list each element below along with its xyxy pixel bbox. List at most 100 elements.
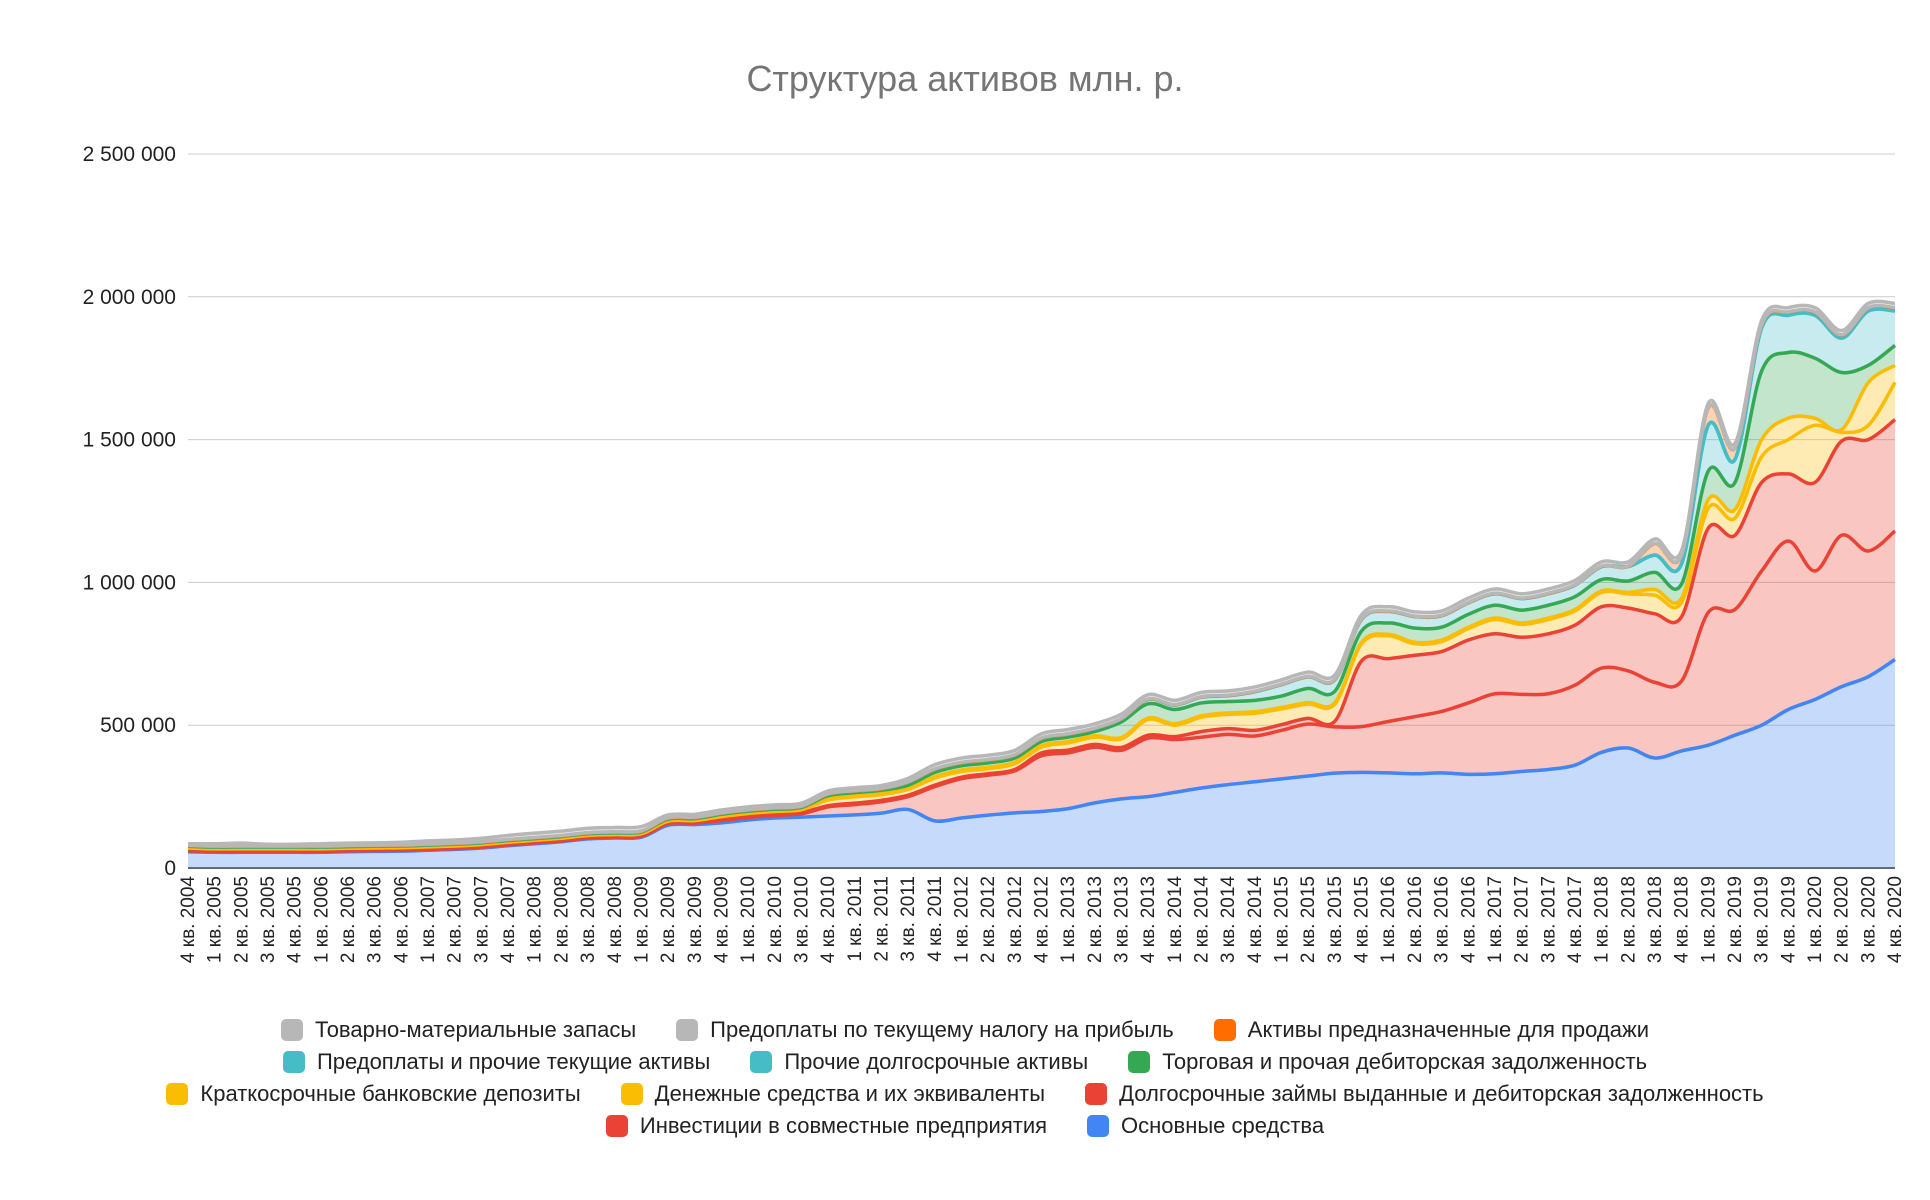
legend-label: Предоплаты по текущему налогу на прибыль: [710, 1017, 1174, 1042]
x-tick-label: 4 кв. 2013: [1138, 876, 1159, 963]
x-tick-label: 1 кв. 2007: [418, 876, 439, 963]
legend-item[interactable]: Краткосрочные банковские депозиты: [166, 1081, 581, 1107]
x-tick-label: 4 кв. 2007: [498, 876, 519, 963]
x-tick-label: 3 кв. 2020: [1858, 876, 1879, 963]
legend-item[interactable]: Предоплаты по текущему налогу на прибыль: [676, 1017, 1174, 1043]
x-tick-label: 3 кв. 2008: [578, 876, 599, 963]
x-tick-label: 2 кв. 2011: [871, 876, 892, 962]
area-series-0: [188, 659, 1895, 868]
y-axis: 0 500 000 1 000 000 1 500 000 2 000 000 2 500…: [83, 143, 176, 880]
legend-label: Основные средства: [1121, 1113, 1325, 1138]
x-tick-label: 4 кв. 2009: [711, 876, 732, 963]
x-tick-label: 2 кв. 2020: [1832, 876, 1853, 963]
x-tick-label: 4 кв. 2015: [1352, 876, 1373, 963]
x-tick-label: 1 кв. 2010: [738, 876, 759, 963]
x-tick-label: 2 кв. 2016: [1405, 876, 1426, 963]
series-line-9: [187, 303, 1896, 848]
legend: Товарно-материальные запасы Предоплаты по…: [0, 1017, 1930, 1146]
y-tick-label: 0: [164, 857, 176, 880]
y-tick-label: 500 000: [100, 714, 176, 737]
x-tick-label: 2 кв. 2010: [765, 876, 786, 963]
x-tick-label: 2 кв. 2009: [658, 876, 679, 963]
legend-item[interactable]: Инвестиции в совместные предприятия: [605, 1113, 1047, 1139]
x-tick-label: 4 кв. 2008: [605, 876, 626, 963]
legend-label: Активы предназначенные для продажи: [1247, 1017, 1650, 1042]
x-tick-label: 3 кв. 2013: [1112, 876, 1133, 963]
legend-swatch: [282, 1051, 305, 1073]
x-tick-label: 1 кв. 2012: [951, 876, 972, 963]
legend-item[interactable]: Прочие долгосрочные активы: [750, 1049, 1088, 1075]
series-line-10: [187, 299, 1896, 847]
legend-swatch: [620, 1083, 643, 1105]
legend-label: Долгосрочные займы выданные и дебиторска…: [1119, 1081, 1764, 1106]
legend-swatch: [166, 1083, 189, 1105]
x-tick-label: 4 кв. 2010: [818, 876, 839, 963]
x-tick-label: 1 кв. 2008: [525, 876, 546, 963]
x-tick-label: 1 кв. 2020: [1805, 876, 1826, 963]
x-tick-label: 1 кв. 2013: [1058, 876, 1079, 963]
x-tick-label: 2 кв. 2017: [1512, 876, 1533, 963]
legend-swatch: [1085, 1083, 1108, 1105]
x-tick-label: 3 кв. 2011: [898, 876, 919, 962]
x-tick-label: 4 кв. 2006: [391, 876, 412, 963]
x-tick-label: 1 кв. 2009: [631, 876, 652, 963]
legend-swatch: [750, 1051, 773, 1073]
x-tick-label: 3 кв. 2015: [1325, 876, 1346, 963]
legend-row: Инвестиции в совместные предприятия Основ…: [0, 1113, 1930, 1139]
legend-swatch: [1087, 1115, 1110, 1137]
y-tick-label: 2 500 000: [83, 143, 176, 166]
x-tick-label: 2 кв. 2013: [1085, 876, 1106, 963]
area-series-1: [188, 530, 1895, 853]
legend-row: Товарно-материальные запасы Предоплаты по…: [0, 1017, 1930, 1043]
x-tick-label: 3 кв. 2018: [1645, 876, 1666, 963]
x-tick-label: 1 кв. 2014: [1165, 876, 1186, 964]
x-tick-label: 2 кв. 2008: [551, 876, 572, 963]
x-tick-label: 1 кв. 2005: [205, 876, 226, 963]
x-tick-label: 2 кв. 2018: [1618, 876, 1639, 963]
x-tick-label: 4 кв. 2016: [1458, 876, 1479, 963]
x-tick-label: 1 кв. 2018: [1592, 876, 1613, 963]
x-tick-label: 4 кв. 2014: [1245, 876, 1266, 964]
grid-layer: [188, 153, 1895, 869]
legend-swatch: [1213, 1019, 1236, 1041]
x-tick-label: 1 кв. 2017: [1485, 876, 1506, 963]
legend-swatch: [280, 1019, 303, 1041]
x-tick-label: 3 кв. 2010: [791, 876, 812, 963]
legend-label: Прочие долгосрочные активы: [784, 1049, 1089, 1074]
x-tick-label: 3 кв. 2016: [1432, 876, 1453, 963]
x-tick-label: 3 кв. 2007: [471, 876, 492, 963]
x-tick-label: 4 кв. 2005: [285, 876, 306, 963]
x-tick-label: 1 кв. 2011: [845, 876, 866, 962]
x-tick-label: 2 кв. 2007: [445, 876, 466, 963]
chart-title: Структура активов млн. р.: [746, 58, 1184, 99]
x-tick-label: 1 кв. 2006: [311, 876, 332, 963]
y-tick-label: 1 000 000: [83, 571, 176, 594]
x-tick-label: 4 кв. 2004: [178, 876, 199, 964]
line-layer: [187, 299, 1897, 855]
x-tick-label: 2 кв. 2005: [231, 876, 252, 963]
x-tick-label: 3 кв. 2006: [365, 876, 386, 963]
x-tick-label: 1 кв. 2016: [1378, 876, 1399, 963]
legend-row: Краткосрочные банковские депозиты Денежны…: [0, 1081, 1930, 1107]
x-tick-label: 3 кв. 2014: [1218, 876, 1239, 964]
legend-item[interactable]: Товарно-материальные запасы: [280, 1017, 637, 1043]
legend-item[interactable]: Долгосрочные займы выданные и дебиторска…: [1085, 1081, 1764, 1107]
area-series-2: [188, 419, 1895, 852]
legend-row: Предоплаты и прочие текущие активы Прочие…: [0, 1049, 1930, 1075]
legend-label: Товарно-материальные запасы: [314, 1017, 637, 1042]
legend-label: Краткосрочные банковские депозиты: [200, 1081, 581, 1106]
legend-item[interactable]: Денежные средства и их эквиваленты: [620, 1081, 1045, 1107]
x-tick-label: 4 кв. 2011: [925, 876, 946, 962]
x-tick-label: 4 кв. 2012: [1032, 876, 1053, 963]
x-tick-label: 4 кв. 2018: [1672, 876, 1693, 963]
legend-item[interactable]: Торговая и прочая дебиторская задолженно…: [1128, 1049, 1647, 1075]
legend-item[interactable]: Активы предназначенные для продажи: [1213, 1017, 1650, 1043]
y-tick-label: 1 500 000: [83, 429, 176, 452]
x-tick-label: 2 кв. 2012: [978, 876, 999, 963]
x-tick-label: 1 кв. 2015: [1272, 876, 1293, 963]
legend-item[interactable]: Предоплаты и прочие текущие активы: [282, 1049, 710, 1075]
legend-swatch: [605, 1115, 628, 1137]
x-tick-label: 3 кв. 2012: [1005, 876, 1026, 963]
legend-item[interactable]: Основные средства: [1087, 1113, 1324, 1139]
